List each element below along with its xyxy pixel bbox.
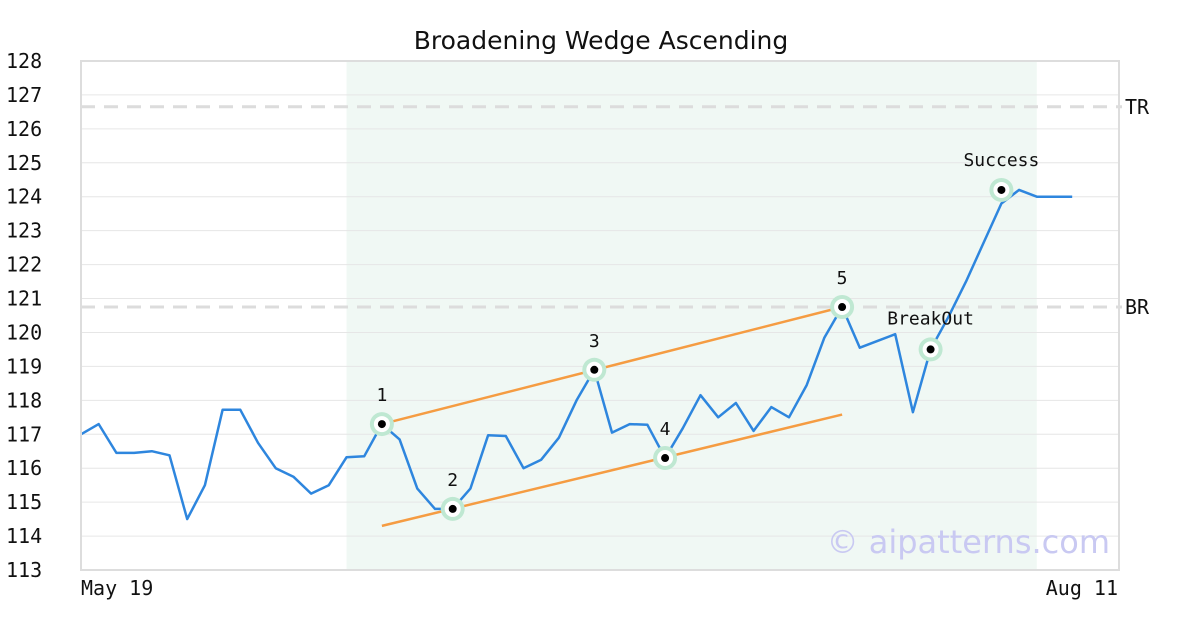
- y-tick-label: 118: [6, 388, 42, 412]
- pivot-point-3: 3: [582, 331, 607, 382]
- pivot-label-3: 3: [589, 331, 600, 352]
- y-tick-label: 123: [6, 219, 42, 243]
- y-tick-label: 128: [6, 49, 42, 73]
- x-tick-label: May 19: [81, 576, 153, 600]
- y-tick-label: 127: [6, 83, 42, 107]
- pivot-dot: [926, 345, 935, 354]
- pivot-dot: [448, 504, 457, 513]
- pivot-point-2: 2: [440, 470, 465, 521]
- watermark: © aipatterns.com: [827, 523, 1110, 561]
- pivot-point-4: 4: [653, 419, 678, 471]
- y-tick-label: 126: [6, 117, 42, 141]
- pivot-label-1: 1: [376, 385, 387, 406]
- y-tick-label: 119: [6, 354, 42, 378]
- pivot-label-success: Success: [963, 150, 1039, 171]
- pivot-dot: [661, 454, 670, 463]
- chart-title: Broadening Wedge Ascending: [414, 26, 789, 55]
- pivot-label-4: 4: [660, 419, 671, 440]
- reference-label-br: BR: [1125, 295, 1150, 319]
- y-tick-label: 115: [6, 490, 42, 514]
- pivot-label-5: 5: [837, 268, 848, 289]
- pivot-point-breakout: BreakOut: [887, 308, 974, 362]
- y-tick-label: 114: [6, 524, 42, 548]
- price-line: [80, 188, 1073, 521]
- pivot-point-1: 1: [369, 385, 394, 437]
- pivot-dot: [838, 303, 847, 312]
- y-tick-label: 124: [6, 185, 42, 209]
- y-tick-label: 120: [6, 320, 42, 344]
- pivot-label-breakout: BreakOut: [887, 308, 974, 329]
- x-tick-label: Aug 11: [1046, 576, 1118, 600]
- y-tick-label: 113: [6, 558, 42, 582]
- plot-frame: [80, 60, 1120, 571]
- pivot-label-2: 2: [447, 470, 458, 491]
- pattern-region: [346, 61, 1037, 570]
- pivot-point-5: 5: [830, 268, 855, 320]
- y-tick-label: 125: [6, 151, 42, 175]
- pivot-point-success: Success: [963, 150, 1039, 202]
- y-tick-label: 121: [6, 287, 42, 311]
- y-tick-label: 116: [6, 456, 42, 480]
- pivot-dot: [997, 185, 1006, 194]
- y-tick-label: 122: [6, 253, 42, 277]
- pivot-dot: [377, 420, 386, 429]
- y-tick-label: 117: [6, 422, 42, 446]
- pivot-dot: [590, 365, 599, 374]
- trend-line: [381, 305, 843, 426]
- reference-label-tr: TR: [1125, 95, 1150, 119]
